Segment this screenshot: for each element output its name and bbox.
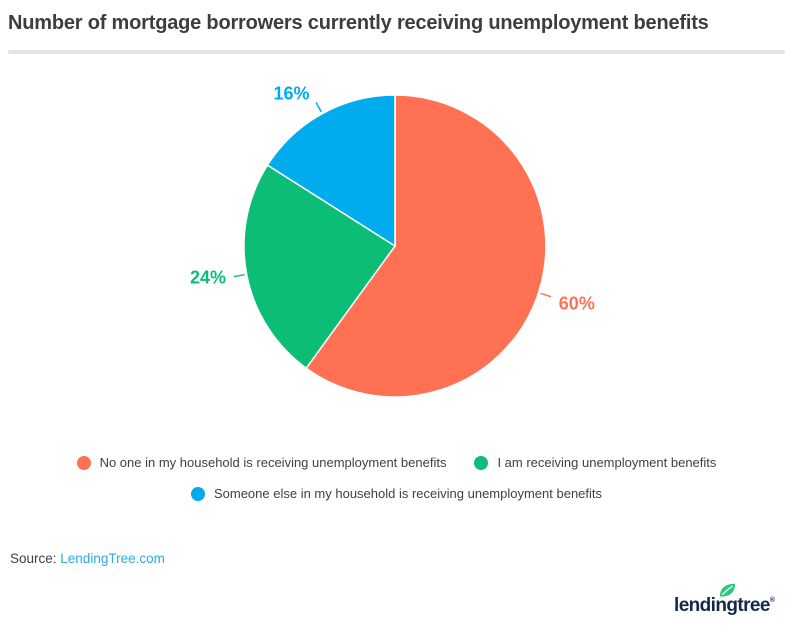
chart-legend: No one in my household is receiving unem… [0, 455, 793, 501]
legend-row: No one in my household is receiving unem… [0, 455, 793, 470]
legend-row: Someone else in my household is receivin… [0, 486, 793, 501]
legend-swatch-icon [76, 455, 91, 470]
pie-slice-value-label: 60% [559, 294, 595, 314]
source-label: Source: [10, 551, 61, 566]
pie-chart: 60% 24% 16% [190, 84, 595, 398]
pie-slice-value-label: 16% [273, 84, 309, 104]
legend-label: No one in my household is receiving unem… [99, 455, 447, 470]
leaf-icon [719, 583, 736, 597]
source-line: Source: LendingTree.com [10, 551, 165, 566]
pie-slice [243, 164, 397, 370]
legend-item: I am receiving unemployment benefits [474, 455, 716, 470]
legend-item: Someone else in my household is receivin… [190, 486, 603, 501]
legend-item: No one in my household is receiving unem… [76, 455, 447, 470]
legend-label: I am receiving unemployment benefits [497, 455, 717, 470]
registered-mark: ® [769, 597, 775, 604]
pie-label-leader [315, 101, 322, 113]
source-link[interactable]: LendingTree.com [60, 551, 165, 566]
legend-label: Someone else in my household is receivin… [213, 486, 603, 501]
legend-swatch-icon [190, 486, 205, 501]
chart-title: Number of mortgage borrowers currently r… [8, 12, 709, 34]
title-divider [8, 50, 785, 54]
lendingtree-logo-text: lendingtree® [674, 595, 775, 616]
pie-slice [266, 94, 396, 248]
pie-slice [305, 94, 547, 398]
pie-label-leader [233, 273, 245, 278]
pie-slice-value-label: 24% [190, 267, 226, 287]
pie-label-leader [540, 292, 552, 298]
legend-swatch-icon [474, 455, 489, 470]
lendingtree-logo: lendingtree® [674, 583, 775, 617]
